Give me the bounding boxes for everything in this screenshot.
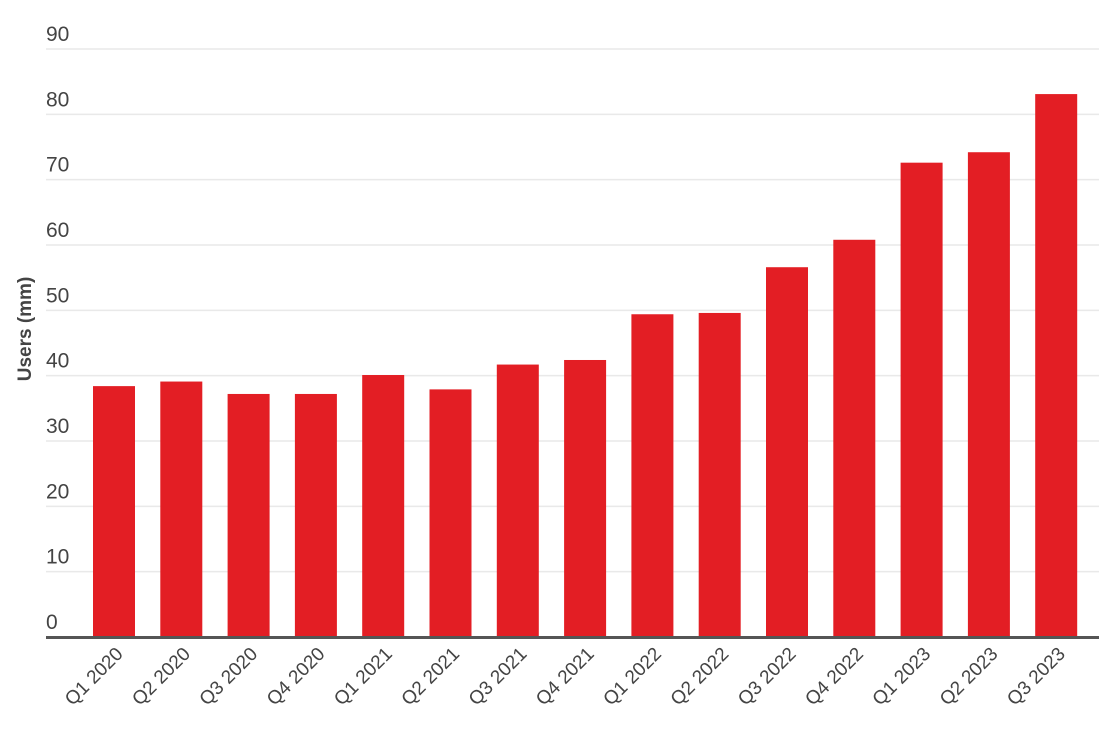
y-tick-label: 30 [46, 415, 69, 438]
x-tick-label: Q2 2023 [936, 644, 1002, 710]
x-tick-label: Q3 2022 [734, 644, 800, 710]
bar [362, 375, 405, 637]
gridlines [46, 48, 1099, 573]
bar [294, 393, 337, 637]
y-tick-label: 70 [46, 154, 69, 177]
y-axis-ticks: 0 10 20 30 40 50 60 70 80 90 [46, 23, 69, 634]
bar [1035, 94, 1078, 637]
bar [496, 364, 539, 637]
bar [227, 393, 270, 637]
x-tick-label: Q3 2020 [196, 644, 262, 710]
bar [160, 381, 203, 637]
y-tick-label: 20 [46, 480, 69, 503]
x-tick-label: Q2 2020 [128, 644, 194, 710]
y-axis-title: Users (mm) [15, 277, 36, 382]
x-tick-label: Q2 2021 [398, 644, 464, 710]
bar [93, 386, 135, 637]
x-tick-label: Q4 2022 [801, 644, 867, 710]
bar [766, 267, 808, 637]
bar [631, 314, 674, 637]
x-tick-label: Q3 2023 [1003, 644, 1069, 710]
x-tick-label: Q3 2021 [465, 644, 531, 710]
x-tick-label: Q2 2022 [667, 644, 733, 710]
bars [93, 94, 1078, 638]
bar [900, 162, 943, 637]
x-tick-label: Q1 2020 [61, 644, 127, 710]
y-tick-label: 60 [46, 219, 69, 242]
x-tick-label: Q1 2023 [869, 644, 935, 710]
y-tick-label: 0 [46, 611, 58, 634]
y-tick-label: 90 [46, 23, 69, 46]
y-tick-label: 40 [46, 350, 69, 373]
y-tick-label: 10 [46, 546, 69, 569]
bar [564, 359, 607, 637]
y-tick-label: 80 [46, 88, 69, 111]
y-tick-label: 50 [46, 284, 69, 307]
x-tick-label: Q4 2021 [532, 644, 598, 710]
bar [429, 389, 472, 637]
x-tick-label: Q4 2020 [263, 644, 329, 710]
x-axis-labels: Q1 2020 Q2 2020 Q3 2020 Q4 2020 Q1 2021 Q2 20… [61, 644, 1070, 710]
x-tick-label: Q1 2022 [600, 644, 666, 710]
bar [698, 312, 741, 637]
bar [967, 152, 1010, 637]
bar [833, 239, 876, 638]
x-tick-label: Q1 2021 [330, 644, 396, 710]
